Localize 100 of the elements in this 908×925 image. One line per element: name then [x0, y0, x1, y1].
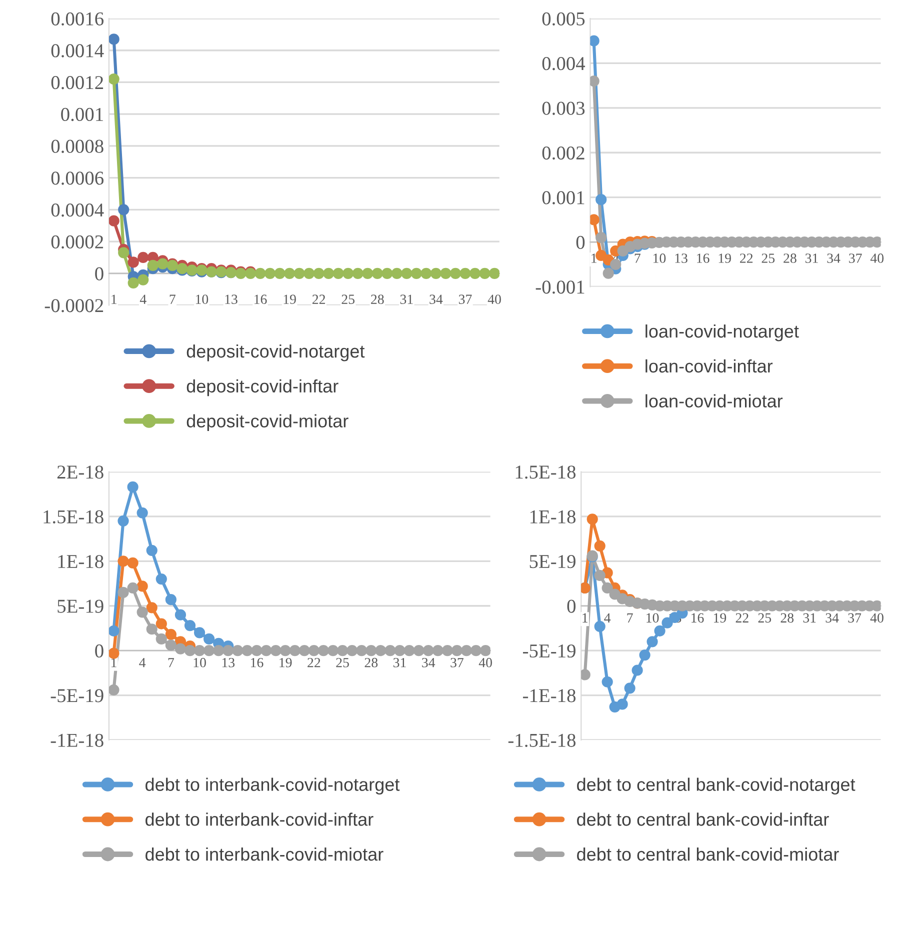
- y-tick-label: -0.0002: [44, 299, 104, 312]
- y-tick-label: 0.001: [61, 108, 103, 122]
- x-tick-label: 40: [488, 294, 501, 304]
- x-tick-label: 1: [112, 294, 116, 304]
- point: [108, 73, 120, 85]
- point: [108, 215, 120, 226]
- point: [410, 268, 422, 279]
- x-tick-label: 1: [592, 254, 596, 263]
- y-tick-label: 5E-19: [58, 600, 104, 613]
- y-tick-label: 0.0008: [51, 140, 104, 153]
- x-tick-label: 19: [714, 613, 726, 623]
- x-tick-label: 25: [762, 254, 775, 263]
- point: [401, 268, 412, 279]
- x-tick-label: 7: [170, 294, 176, 304]
- y-tick-label: 0: [567, 600, 576, 613]
- point: [128, 256, 139, 268]
- legend-label: debt to central bank-covid-notarget: [577, 778, 856, 795]
- x-tick-label: 37: [458, 294, 472, 304]
- x-tick-label: 31: [400, 294, 413, 304]
- point: [128, 277, 139, 289]
- point: [254, 268, 266, 279]
- y-tick-label: -1E-18: [522, 689, 576, 702]
- point: [294, 268, 305, 279]
- y-tick-label: -1.5E-18: [508, 734, 576, 748]
- point: [352, 268, 364, 279]
- x-tick-label: 28: [784, 254, 796, 263]
- y-tick-label: 5E-19: [530, 555, 576, 568]
- x-tick-label: 37: [848, 613, 862, 623]
- y-tick-label: 0.0004: [51, 203, 104, 217]
- y-tick-label: 1E-18: [530, 510, 576, 524]
- legend-label: debt to central bank-covid-inftar: [577, 812, 829, 826]
- y-tick-label: 0.0012: [51, 76, 104, 90]
- x-tick-label: 31: [805, 254, 818, 263]
- x-tick-label: 37: [450, 658, 464, 668]
- point: [610, 258, 622, 270]
- point: [596, 232, 607, 244]
- point: [479, 268, 490, 279]
- x-tick-label: 22: [308, 658, 320, 668]
- point: [138, 252, 149, 264]
- y-tick-label: 0: [576, 236, 585, 249]
- x-tick-label: 40: [870, 254, 884, 263]
- x-tick-label: 34: [826, 613, 839, 623]
- x-tick-label: 22: [736, 613, 748, 622]
- point: [118, 204, 130, 216]
- x-tick-label: 10: [194, 658, 206, 668]
- point: [332, 268, 344, 279]
- legend-label: deposit-covid-notarget: [186, 344, 365, 362]
- legend-label: deposit-covid-inftar: [186, 379, 338, 396]
- y-tick-label: 0.002: [542, 146, 584, 160]
- point: [118, 247, 130, 258]
- y-tick-label: 0.003: [542, 102, 585, 115]
- y-tick-label: 0.0014: [51, 44, 104, 58]
- point: [596, 194, 607, 206]
- point: [382, 268, 393, 279]
- x-tick-label: 34: [430, 294, 443, 304]
- legend-label: debt to central bank-covid-miotar: [577, 847, 839, 861]
- x-tick-label: 22: [312, 294, 325, 304]
- point: [304, 268, 315, 279]
- y-tick-label: 0.0006: [51, 172, 104, 185]
- y-tick-label: 0: [95, 267, 104, 280]
- x-tick-label: 31: [803, 613, 816, 623]
- point: [264, 268, 276, 279]
- x-tick-label: 40: [478, 658, 492, 668]
- x-tick-label: 28: [780, 613, 794, 623]
- point: [362, 268, 374, 279]
- point: [284, 268, 296, 279]
- point: [108, 34, 120, 45]
- x-tick-label: 16: [251, 658, 264, 668]
- point: [147, 260, 158, 271]
- x-tick-label: 13: [222, 658, 235, 668]
- x-tick-label: 22: [740, 254, 753, 263]
- y-tick-label: 2E-18: [57, 466, 104, 479]
- legend-label: debt to interbank-covid-inftar: [146, 812, 374, 826]
- point: [342, 268, 354, 279]
- y-tick-label: 1.5E-18: [44, 510, 104, 524]
- x-tick-label: 25: [336, 658, 349, 668]
- x-tick-label: 25: [342, 294, 355, 304]
- y-tick-label: 0.0002: [51, 235, 104, 249]
- legend-label: deposit-covid-miotar: [186, 414, 348, 432]
- point: [440, 268, 452, 279]
- point: [420, 268, 432, 279]
- x-tick-label: 4: [139, 658, 146, 668]
- y-tick-label: -0.001: [536, 280, 584, 294]
- point: [157, 258, 168, 270]
- x-tick-label: 28: [364, 658, 378, 668]
- x-tick-label: 4: [604, 613, 611, 622]
- point: [323, 268, 334, 279]
- point: [391, 268, 402, 279]
- y-tick-label: 0.001: [542, 191, 584, 204]
- point: [313, 268, 324, 279]
- point: [450, 268, 462, 279]
- legend-label: debt to interbank-covid-notarget: [146, 778, 400, 795]
- y-tick-label: 0: [95, 644, 104, 658]
- x-tick-label: 7: [168, 658, 174, 668]
- point: [488, 268, 500, 279]
- x-tick-label: 19: [718, 254, 731, 263]
- x-tick-label: 28: [371, 294, 384, 304]
- x-tick-label: 25: [758, 613, 772, 623]
- point: [274, 268, 286, 279]
- point: [469, 268, 481, 279]
